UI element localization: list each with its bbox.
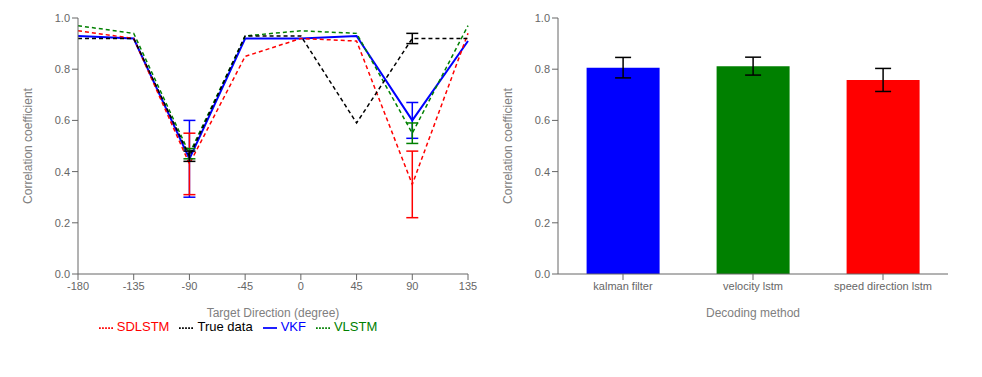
svg-text:0.4: 0.4 xyxy=(55,166,70,178)
svg-text:1.0: 1.0 xyxy=(55,12,70,24)
html-text:VLSTM: VLSTM xyxy=(333,319,378,334)
svg-text:velocity lstm: velocity lstm xyxy=(723,280,783,292)
html-text:SDLSTM: SDLSTM xyxy=(116,319,170,334)
svg-text:0.0: 0.0 xyxy=(55,268,70,280)
svg-text:Decoding method: Decoding method xyxy=(706,306,800,320)
html-text:VKF: VKF xyxy=(280,319,306,334)
svg-text:-180: -180 xyxy=(67,280,89,292)
svg-text:45: 45 xyxy=(350,280,362,292)
svg-text:0.8: 0.8 xyxy=(55,63,70,75)
svg-text:0.6: 0.6 xyxy=(55,114,70,126)
svg-text:0.6: 0.6 xyxy=(535,114,550,126)
svg-text:135: 135 xyxy=(459,280,477,292)
svg-text:-90: -90 xyxy=(181,280,197,292)
svg-text:Correlation coefficient: Correlation coefficient xyxy=(21,87,35,204)
svg-text:Correlation coefficient: Correlation coefficient xyxy=(501,87,515,204)
svg-text:-135: -135 xyxy=(123,280,145,292)
svg-text:Target Direction (degree): Target Direction (degree) xyxy=(207,306,340,320)
svg-text:0.0: 0.0 xyxy=(535,268,550,280)
svg-text:0.8: 0.8 xyxy=(535,63,550,75)
svg-text:90: 90 xyxy=(406,280,418,292)
svg-text:0.2: 0.2 xyxy=(535,217,550,229)
svg-text:kalman filter: kalman filter xyxy=(593,280,653,292)
svg-text:-45: -45 xyxy=(237,280,253,292)
svg-text:0.4: 0.4 xyxy=(535,166,550,178)
svg-text:speed direction lstm: speed direction lstm xyxy=(834,280,932,292)
svg-text:1.0: 1.0 xyxy=(535,12,550,24)
svg-text:0.2: 0.2 xyxy=(55,217,70,229)
svg-text:0: 0 xyxy=(298,280,304,292)
html-text:True data: True data xyxy=(197,319,253,334)
